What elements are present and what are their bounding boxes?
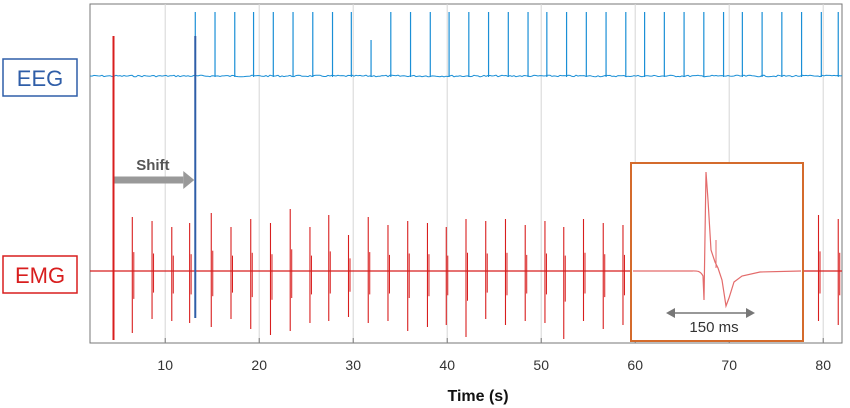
x-tick-label-40: 40 bbox=[439, 357, 455, 373]
inset-scale-arrow bbox=[666, 308, 755, 318]
shift-arrow bbox=[114, 171, 195, 189]
x-axis-ticks: 10 20 30 40 50 60 70 80 bbox=[157, 338, 831, 373]
emg-label: EMG bbox=[15, 263, 65, 288]
x-tick-label-60: 60 bbox=[627, 357, 643, 373]
inset-frame bbox=[630, 162, 804, 342]
x-tick-label-50: 50 bbox=[533, 357, 549, 373]
emg-label-frame bbox=[2, 255, 78, 294]
inset-scale-head-right bbox=[746, 308, 755, 318]
eeg-label-frame bbox=[2, 58, 78, 97]
x-tick-label-70: 70 bbox=[721, 357, 737, 373]
inset-scale-head-left bbox=[666, 308, 675, 318]
eeg-label: EEG bbox=[17, 66, 63, 91]
x-tick-label-20: 20 bbox=[251, 357, 267, 373]
inset-emg-waveform bbox=[633, 171, 802, 309]
emg-label-box: EMG bbox=[2, 255, 78, 294]
eeg-label-box: EEG bbox=[2, 58, 78, 97]
eeg-trace bbox=[89, 12, 843, 78]
x-tick-label-80: 80 bbox=[815, 357, 831, 373]
x-tick-label-30: 30 bbox=[345, 357, 361, 373]
shift-label: Shift bbox=[136, 157, 169, 174]
x-axis-label: Time (s) bbox=[447, 388, 508, 405]
inset-scale-label: 150 ms bbox=[689, 319, 738, 336]
x-tick-label-10: 10 bbox=[157, 357, 173, 373]
inset-zoom: 150 ms bbox=[630, 162, 804, 342]
shift-arrow-head bbox=[183, 171, 195, 189]
